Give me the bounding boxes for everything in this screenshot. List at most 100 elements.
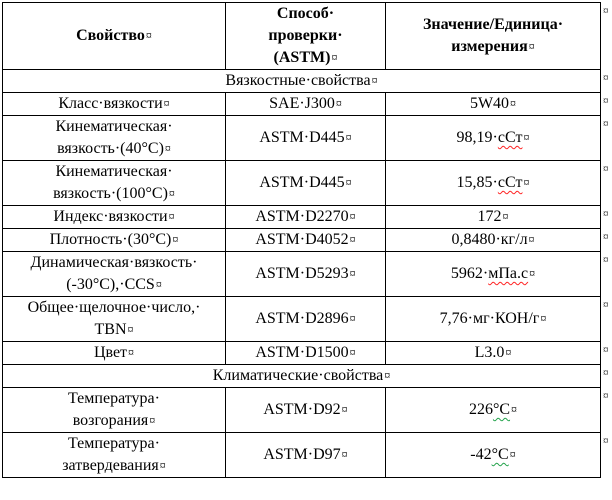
cell-value[interactable]: 98,19·сСт¤ xyxy=(385,115,601,161)
table-row: Кинематическая· вязкость·(100°C)¤ ASTM·D4… xyxy=(2,160,601,206)
cell-property[interactable]: Плотность·(30°C)¤ xyxy=(2,228,226,252)
cell-method[interactable]: ASTM·D5293¤ xyxy=(225,251,386,297)
value-text: 98,19· xyxy=(456,129,498,146)
cell-method[interactable]: ASTM·D445¤ xyxy=(225,160,386,206)
cell-end-mark: ¤ xyxy=(159,458,166,472)
table-row: Общее·щелочное·число,· TBN¤ ASTM·D2896¤ 7,… xyxy=(2,296,601,342)
row-end-mark: ¤ xyxy=(603,72,609,84)
section-header-label: Климатические·свойства xyxy=(212,367,384,384)
cell-end-mark: ¤ xyxy=(509,447,516,461)
table-row: Вязкостные·свойства¤ xyxy=(2,69,601,93)
row-end-mark: ¤ xyxy=(603,299,609,311)
cell-end-mark: ¤ xyxy=(128,345,135,359)
header-cell-property[interactable]: Свойство¤ xyxy=(2,2,226,70)
method-label: ASTM·D445 xyxy=(259,174,345,191)
cell-end-mark: ¤ xyxy=(349,345,356,359)
cell-end-mark: ¤ xyxy=(349,266,356,280)
cell-value[interactable]: 5W40¤ xyxy=(385,92,601,116)
cell-end-mark: ¤ xyxy=(163,96,170,110)
cell-end-mark: ¤ xyxy=(149,413,156,427)
cell-property[interactable]: Динамическая·вязкость· (-30°C),·CCS¤ xyxy=(2,251,226,297)
cell-method[interactable]: ASTM·D2896¤ xyxy=(225,296,386,342)
value-text: 172 xyxy=(477,208,502,225)
property-label: Температура· возгорания xyxy=(68,390,160,429)
cell-value[interactable]: L3.0¤ xyxy=(385,341,601,365)
row-end-mark: ¤ xyxy=(603,390,609,402)
method-label: ASTM·D445 xyxy=(259,129,345,146)
row-end-mark: ¤ xyxy=(603,208,609,220)
method-label: SAE·J300 xyxy=(269,95,335,112)
value-text: L3.0 xyxy=(474,344,505,361)
property-label: Кинематическая· вязкость·(40°C) xyxy=(55,118,173,157)
section-header-cell[interactable]: Вязкостные·свойства¤ xyxy=(2,69,601,93)
cell-end-mark: ¤ xyxy=(145,28,152,42)
value-text-spell-error: сСт xyxy=(497,174,523,191)
cell-end-mark: ¤ xyxy=(384,368,391,382)
header-cell-value-label: Значение/Единица· измерения xyxy=(422,16,564,55)
value-text: 15,85· xyxy=(456,174,498,191)
cell-value[interactable]: 0,8480·кг/л¤ xyxy=(385,228,601,252)
property-label: Плотность·(30°C) xyxy=(49,231,172,248)
cell-value[interactable]: 7,76·мг·КОН/г¤ xyxy=(385,296,601,342)
method-label: ASTM·D2270 xyxy=(255,208,349,225)
method-label: ASTM·D4052 xyxy=(255,231,349,248)
cell-method[interactable]: ASTM·D2270¤ xyxy=(225,205,386,229)
cell-value[interactable]: 5962·мПа.с¤ xyxy=(385,251,601,297)
cell-end-mark: ¤ xyxy=(341,447,348,461)
cell-method[interactable]: ASTM·D4052¤ xyxy=(225,228,386,252)
value-text: -42 xyxy=(470,446,492,463)
table-row: Плотность·(30°C)¤ ASTM·D4052¤ 0,8480·кг/л¤ xyxy=(2,228,601,252)
table-row: Температура· возгорания¤ ASTM·D92¤ 226°C¤ xyxy=(2,387,601,433)
table-row: Климатические·свойства¤ xyxy=(2,364,601,388)
method-label: ASTM·D1500 xyxy=(255,344,349,361)
section-header-cell[interactable]: Климатические·свойства¤ xyxy=(2,364,601,388)
table-row: Динамическая·вязкость· (-30°C),·CCS¤ ASTM… xyxy=(2,251,601,297)
cell-end-mark: ¤ xyxy=(349,209,356,223)
cell-end-mark: ¤ xyxy=(172,232,179,246)
cell-property[interactable]: Класс·вязкости¤ xyxy=(2,92,226,116)
table-row: Класс·вязкости¤ SAE·J300¤ 5W40¤ xyxy=(2,92,601,116)
table-row: Цвет¤ ASTM·D1500¤ L3.0¤ xyxy=(2,341,601,365)
cell-value[interactable]: -42°C¤ xyxy=(385,432,601,478)
cell-end-mark: ¤ xyxy=(523,130,530,144)
row-end-mark: ¤ xyxy=(603,118,609,130)
row-end-mark: ¤ xyxy=(603,95,609,107)
cell-property[interactable]: Температура· затвердевания¤ xyxy=(2,432,226,478)
header-cell-method-label: Способ· проверки· (ASTM) xyxy=(268,5,343,66)
cell-property[interactable]: Индекс·вязкости¤ xyxy=(2,205,226,229)
cell-method[interactable]: ASTM·D92¤ xyxy=(225,387,386,433)
cell-end-mark: ¤ xyxy=(371,73,378,87)
cell-end-mark: ¤ xyxy=(529,266,536,280)
cell-property[interactable]: Общее·щелочное·число,· TBN¤ xyxy=(2,296,226,342)
property-label: Температура· затвердевания xyxy=(62,435,160,474)
cell-method[interactable]: SAE·J300¤ xyxy=(225,92,386,116)
cell-end-mark: ¤ xyxy=(341,402,348,416)
cell-end-mark: ¤ xyxy=(345,130,352,144)
property-label: Индекс·вязкости xyxy=(53,208,168,225)
cell-value[interactable]: 172¤ xyxy=(385,205,601,229)
cell-property[interactable]: Кинематическая· вязкость·(40°C)¤ xyxy=(2,115,226,161)
value-text-spell-error: сСт xyxy=(497,129,523,146)
cell-end-mark: ¤ xyxy=(168,209,175,223)
cell-end-mark: ¤ xyxy=(349,311,356,325)
cell-end-mark: ¤ xyxy=(540,311,547,325)
cell-property[interactable]: Цвет¤ xyxy=(2,341,226,365)
cell-method[interactable]: ASTM·D1500¤ xyxy=(225,341,386,365)
cell-property[interactable]: Кинематическая· вязкость·(100°C)¤ xyxy=(2,160,226,206)
cell-method[interactable]: ASTM·D445¤ xyxy=(225,115,386,161)
cell-value[interactable]: 226°C¤ xyxy=(385,387,601,433)
header-cell-value[interactable]: Значение/Единица· измерения¤ xyxy=(385,2,601,70)
method-label: ASTM·D2896 xyxy=(255,310,349,327)
method-label: ASTM·D92 xyxy=(263,401,341,418)
header-cell-method[interactable]: Способ· проверки· (ASTM)¤ xyxy=(225,2,386,70)
cell-end-mark: ¤ xyxy=(345,175,352,189)
property-label: Общее·щелочное·число,· TBN xyxy=(27,299,201,338)
cell-method[interactable]: ASTM·D97¤ xyxy=(225,432,386,478)
value-text: 226 xyxy=(468,401,493,418)
cell-property[interactable]: Температура· возгорания¤ xyxy=(2,387,226,433)
cell-value[interactable]: 15,85·сСт¤ xyxy=(385,160,601,206)
row-end-mark: ¤ xyxy=(603,367,609,379)
cell-end-mark: ¤ xyxy=(168,186,175,200)
table-row: Свойство¤ Способ· проверки· (ASTM)¤ Значен… xyxy=(2,2,601,70)
